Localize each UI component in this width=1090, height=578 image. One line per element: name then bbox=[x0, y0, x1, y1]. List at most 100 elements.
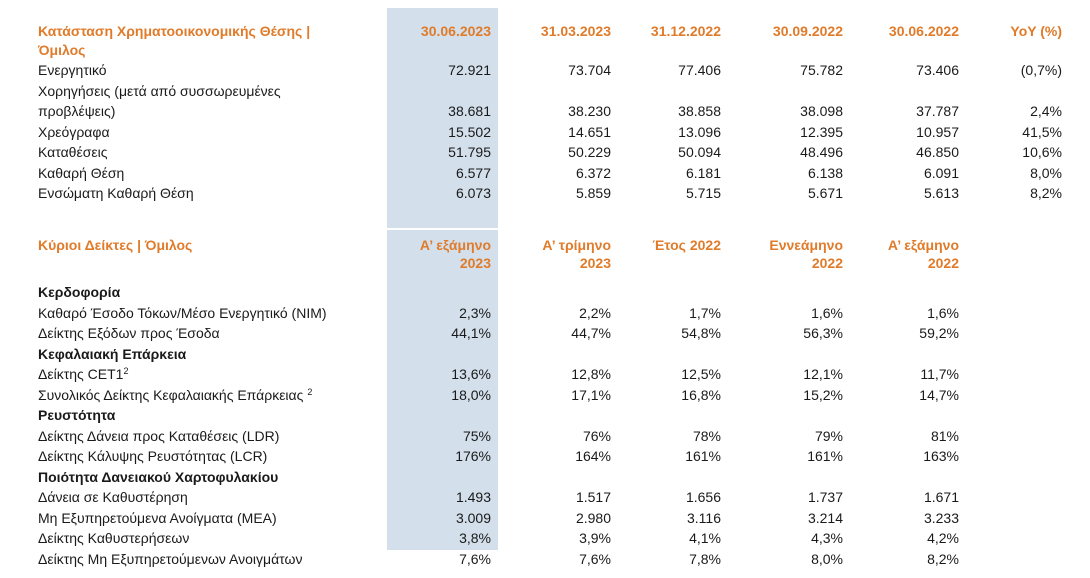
balance-cell: 46.850 bbox=[916, 144, 959, 160]
indicator-label-text: Συνολικός Δείκτης Κεφαλαιακής Επάρκειας bbox=[38, 386, 304, 403]
indicator-cell: 1.517 bbox=[575, 489, 611, 505]
indicator-cell: 7,6% bbox=[579, 550, 611, 567]
indicators-header-row: Κύριοι Δείκτες | Όμιλος Α’ εξάμηνο 2023 Α… bbox=[0, 236, 1090, 272]
indicators-col-header: Α’ εξάμηνο 2022 bbox=[887, 237, 959, 271]
balance-cell: 38.230 bbox=[568, 103, 611, 119]
indicator-cell: 161% bbox=[807, 448, 843, 464]
indicator-label-text: Δείκτης Εξόδων προς Έσοδα bbox=[38, 325, 220, 341]
section-heading-row: Κεφαλαιακή Επάρκεια bbox=[0, 344, 1090, 365]
balance-cell: 8,2% bbox=[1030, 185, 1062, 201]
footnote-mark: 2 bbox=[307, 386, 313, 397]
section-heading: Κεφαλαιακή Επάρκεια bbox=[38, 345, 187, 362]
balance-row: Ενεργητικό 72.921 73.704 77.406 75.782 73.406… bbox=[0, 60, 1090, 81]
indicator-cell: 8,2% bbox=[927, 550, 959, 567]
indicator-cell: 3,8% bbox=[459, 530, 491, 546]
indicator-cell: 11,7% bbox=[920, 366, 959, 382]
indicator-cell: 1.671 bbox=[923, 489, 959, 505]
balance-col-header: 30.06.2022 bbox=[888, 23, 959, 39]
balance-cell: 6.138 bbox=[807, 164, 843, 181]
balance-row-label: Ενσώματη Καθαρή Θέση bbox=[38, 185, 194, 201]
indicator-cell: 81% bbox=[930, 427, 959, 444]
indicator-cell: 14,7% bbox=[919, 386, 959, 403]
balance-cell: 48.496 bbox=[800, 144, 843, 160]
indicator-cell: 4,3% bbox=[811, 530, 843, 546]
indicator-label-text: Δείκτης CET1 bbox=[38, 366, 124, 382]
balance-row-label: Χρεόγραφα bbox=[38, 123, 110, 140]
balance-cell: 6.577 bbox=[455, 164, 491, 181]
indicator-cell: 176% bbox=[455, 448, 491, 464]
indicator-cell: 4,2% bbox=[927, 530, 959, 546]
balance-cell: 51.795 bbox=[448, 144, 491, 160]
indicator-row: Δάνεια σε Καθυστέρηση 1.493 1.517 1.656 1.73… bbox=[0, 487, 1090, 508]
balance-cell: 72.921 bbox=[448, 62, 491, 78]
balance-title: Κατάσταση Χρηματοοικονομικής Θέσης | Όμι… bbox=[38, 23, 311, 58]
indicator-cell: 1.737 bbox=[807, 489, 843, 505]
indicator-label: Δείκτης Καθυστερήσεων bbox=[0, 528, 387, 549]
balance-cell: 13.096 bbox=[678, 123, 721, 140]
balance-cell: 10.957 bbox=[916, 123, 959, 140]
indicator-cell: 79% bbox=[814, 427, 843, 444]
balance-row: Χορηγήσεις (μετά από συσσωρευμένες προβλ… bbox=[0, 81, 1090, 122]
balance-cell: 37.787 bbox=[916, 103, 959, 119]
indicator-cell: 164% bbox=[575, 448, 611, 464]
indicator-row: Δείκτης Καθυστερήσεων 3,8% 3,9% 4,1% 4,3% 4,2… bbox=[0, 528, 1090, 549]
indicator-row: Δείκτης Κάλυψης Ρευστότητας (LCR) 176% 164… bbox=[0, 446, 1090, 467]
footnote-mark: 2 bbox=[123, 366, 129, 376]
indicator-label: Δείκτης Κάλυψης Ρευστότητας (LCR) bbox=[0, 446, 387, 467]
balance-cell: 12.395 bbox=[800, 123, 843, 140]
balance-cell: 5.715 bbox=[685, 185, 721, 201]
indicator-row: Μη Εξυπηρετούμενα Ανοίγματα (ΜΕΑ) 3.009 2.… bbox=[0, 508, 1090, 529]
indicator-cell: 8,0% bbox=[811, 550, 843, 567]
indicators-title: Κύριοι Δείκτες | Όμιλος bbox=[38, 237, 193, 253]
balance-sheet-table: Κατάσταση Χρηματοοικονομικής Θέσης | Όμι… bbox=[0, 22, 1090, 204]
indicator-label: Δείκτης Δάνεια προς Καταθέσεις (LDR) bbox=[0, 426, 387, 447]
indicator-label-text: Μη Εξυπηρετούμενα Ανοίγματα (ΜΕΑ) bbox=[38, 509, 277, 526]
indicator-row: Καθαρό Έσοδο Τόκων/Μέσο Ενεργητικό (NIM)… bbox=[0, 303, 1090, 324]
indicators-col-header: Εννεάμηνο 2022 bbox=[769, 237, 843, 271]
balance-col-header: 31.12.2022 bbox=[650, 23, 721, 39]
highlight-column-indicators bbox=[387, 230, 498, 550]
indicator-cell: 3.009 bbox=[455, 509, 491, 526]
balance-row: Ενσώματη Καθαρή Θέση 6.073 5.859 5.715 5.671… bbox=[0, 183, 1090, 204]
indicators-col-header: Έτος 2022 bbox=[652, 237, 721, 253]
indicator-label: Συνολικός Δείκτης Κεφαλαιακής Επάρκειας 2 bbox=[0, 385, 387, 406]
balance-cell: 41,5% bbox=[1022, 123, 1062, 140]
balance-cell: 14.651 bbox=[568, 123, 611, 140]
indicator-cell: 1.493 bbox=[455, 489, 491, 505]
indicator-label-text: Δείκτης Κάλυψης Ρευστότητας (LCR) bbox=[38, 448, 268, 464]
indicator-cell: 163% bbox=[923, 448, 959, 464]
balance-cell: 50.094 bbox=[678, 144, 721, 160]
section-heading-row: Ποιότητα Δανειακού Χαρτοφυλακίου bbox=[0, 467, 1090, 488]
indicator-cell: 3.214 bbox=[807, 509, 843, 526]
section-heading: Ρευστότητα bbox=[38, 407, 116, 423]
balance-row-label: Ενεργητικό bbox=[38, 62, 107, 78]
indicator-label: Δάνεια σε Καθυστέρηση bbox=[0, 487, 387, 508]
balance-cell: 77.406 bbox=[678, 62, 721, 78]
balance-cell: 50.229 bbox=[568, 144, 611, 160]
balance-cell: (0,7%) bbox=[1020, 62, 1062, 78]
indicator-label: Δείκτης Εξόδων προς Έσοδα bbox=[0, 323, 387, 344]
indicator-cell: 1.656 bbox=[685, 489, 721, 505]
balance-cell: 6.073 bbox=[455, 185, 491, 201]
balance-cell: 38.098 bbox=[800, 103, 843, 119]
balance-col-header: 30.06.2023 bbox=[420, 23, 491, 39]
indicator-cell: 1,6% bbox=[927, 304, 959, 321]
section-heading-row: Ρευστότητα bbox=[0, 405, 1090, 426]
indicator-cell: 3.116 bbox=[687, 509, 721, 526]
indicator-cell: 12,8% bbox=[571, 366, 611, 382]
section-heading-row: Κερδοφορία bbox=[0, 282, 1090, 303]
indicator-cell: 59,2% bbox=[919, 325, 959, 341]
indicator-cell: 44,7% bbox=[571, 325, 611, 341]
indicator-cell: 75% bbox=[462, 427, 491, 444]
indicators-col-header: Α’ εξάμηνο 2023 bbox=[419, 237, 491, 271]
indicator-cell: 7,8% bbox=[689, 550, 721, 567]
indicator-cell: 12,5% bbox=[681, 366, 721, 382]
indicator-cell: 13,6% bbox=[451, 366, 491, 382]
indicator-label-text: Δάνεια σε Καθυστέρηση bbox=[38, 489, 188, 505]
balance-cell: 8,0% bbox=[1030, 164, 1062, 181]
balance-cell: 38.681 bbox=[448, 103, 491, 119]
balance-cell: 73.704 bbox=[568, 62, 611, 78]
indicator-cell: 2,2% bbox=[579, 304, 611, 321]
balance-cell: 5.613 bbox=[923, 185, 959, 201]
indicator-cell: 16,8% bbox=[681, 386, 721, 403]
